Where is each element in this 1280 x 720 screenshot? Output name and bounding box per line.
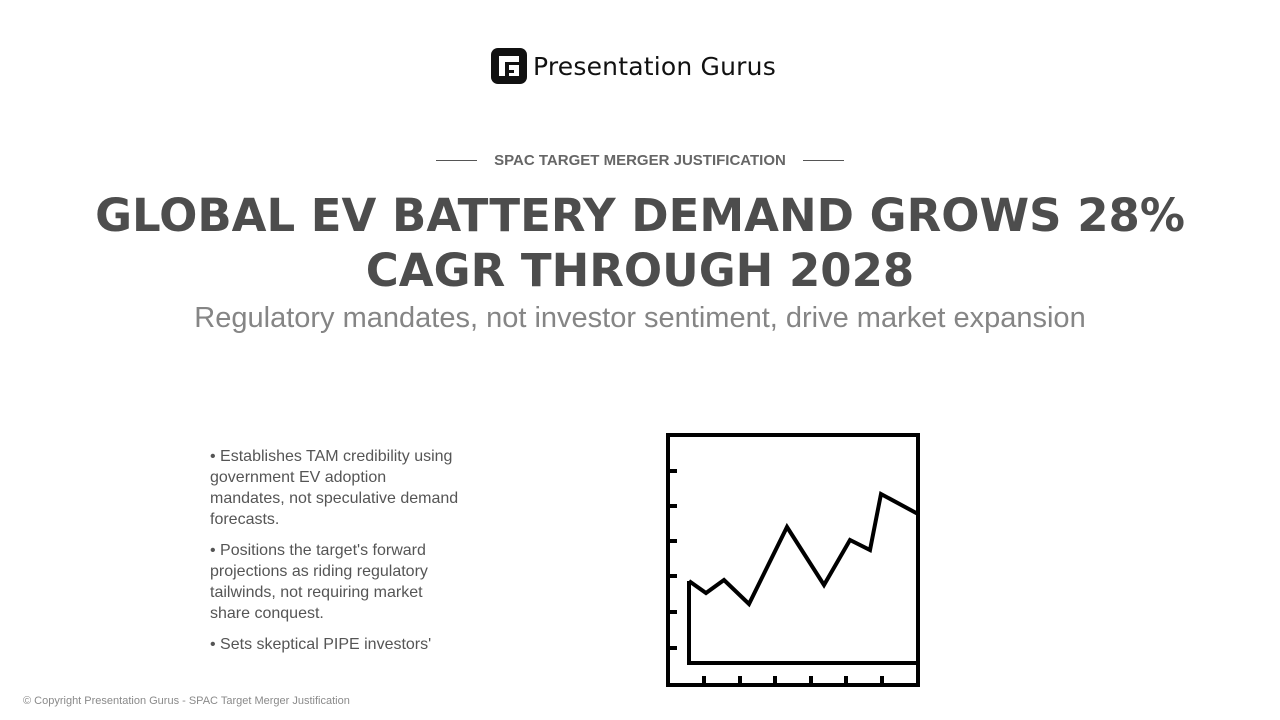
eyebrow-rule-left <box>436 160 478 161</box>
eyebrow: SPAC TARGET MERGER JUSTIFICATION <box>0 152 1280 169</box>
slide-subtitle: Regulatory mandates, not investor sentim… <box>194 302 1086 334</box>
bullet-item: • Positions the target's forward project… <box>210 542 428 622</box>
bullet-list: • Establishes TAM credibility using gove… <box>210 446 460 665</box>
presentation-gurus-logo-icon <box>491 48 527 84</box>
bullet-item: • Sets skeptical PIPE investors' <box>210 636 432 653</box>
line-chart-icon <box>666 433 920 687</box>
bullet-item: • Establishes TAM credibility using gove… <box>210 448 459 528</box>
eyebrow-text: SPAC TARGET MERGER JUSTIFICATION <box>494 152 786 169</box>
brand-logo: Presentation Gurus <box>491 47 776 85</box>
eyebrow-rule-right <box>802 160 844 161</box>
slide-title: GLOBAL EV BATTERY DEMAND GROWS 28% CAGR … <box>95 189 1185 297</box>
brand-name: Presentation Gurus <box>533 51 776 81</box>
footer-copyright: © Copyright Presentation Gurus - SPAC Ta… <box>23 695 350 707</box>
